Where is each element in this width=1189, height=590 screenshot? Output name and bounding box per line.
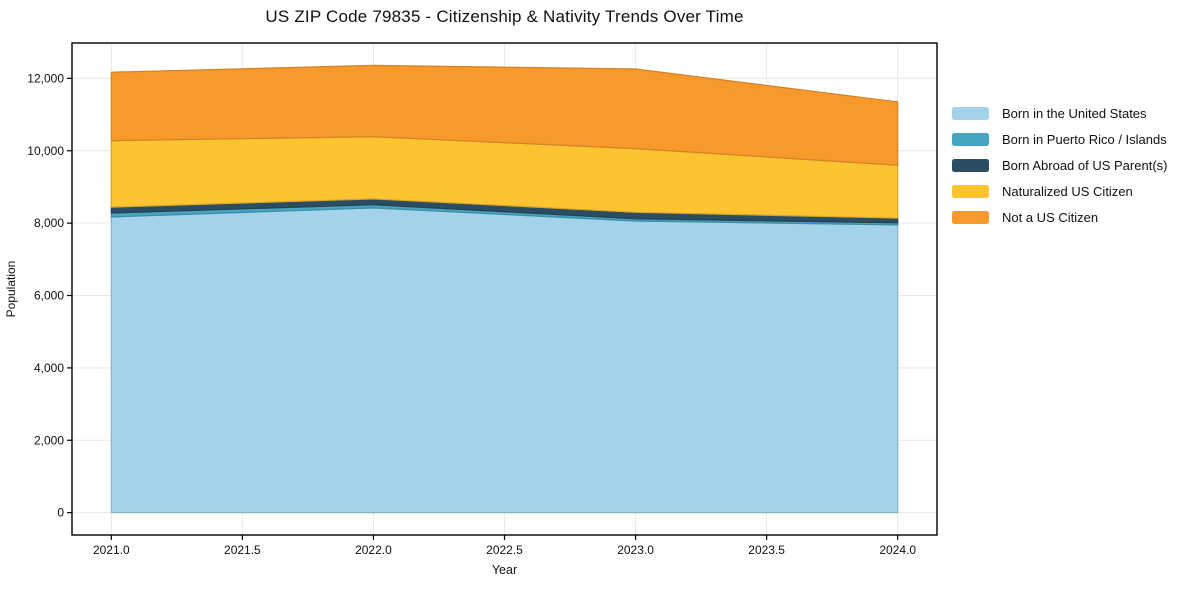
legend-label: Born Abroad of US Parent(s)	[1002, 157, 1168, 173]
legend-swatch	[952, 158, 989, 172]
x-tick-label: 2022.0	[355, 543, 392, 557]
y-tick-label: 4,000	[34, 361, 64, 375]
y-tick-label: 0	[57, 506, 64, 520]
x-tick-label: 2023.0	[617, 543, 654, 557]
x-tick-label: 2021.0	[93, 543, 130, 557]
legend-label: Not a US Citizen	[1002, 209, 1099, 225]
legend-swatch	[952, 106, 989, 120]
legend-item-naturalized-us-citizen: Naturalized US Citizen	[952, 183, 1167, 199]
legend-label: Born in the United States	[1002, 105, 1147, 121]
legend-label: Naturalized US Citizen	[1002, 183, 1133, 199]
chart-legend: Born in the United States Born in Puerto …	[952, 106, 1167, 236]
legend-label: Born in Puerto Rico / Islands	[1002, 131, 1167, 147]
y-axis-label: Population	[4, 261, 18, 318]
y-tick-label: 10,000	[27, 144, 64, 158]
y-tick-label: 2,000	[34, 433, 64, 447]
legend-swatch	[952, 210, 989, 224]
x-axis-label: Year	[492, 563, 517, 577]
area-born-in-the-united-states	[110, 207, 899, 514]
legend-item-born-in-puerto-rico-islands: Born in Puerto Rico / Islands	[952, 131, 1167, 147]
legend-item-born-in-the-united-states: Born in the United States	[952, 105, 1167, 121]
chart-title: US ZIP Code 79835 - Citizenship & Nativi…	[265, 7, 744, 26]
x-tick-label: 2023.5	[748, 543, 785, 557]
area-not-a-us-citizen	[110, 64, 899, 166]
legend-item-not-a-us-citizen: Not a US Citizen	[952, 209, 1167, 225]
legend-item-born-abroad-of-us-parent-s: Born Abroad of US Parent(s)	[952, 157, 1168, 173]
y-tick-label: 6,000	[34, 289, 64, 303]
y-tick-label: 12,000	[27, 71, 64, 85]
legend-swatch	[952, 132, 989, 146]
x-tick-label: 2022.5	[486, 543, 523, 557]
legend-swatch	[952, 184, 989, 198]
x-tick-label: 2021.5	[224, 543, 261, 557]
y-tick-label: 8,000	[34, 216, 64, 230]
x-tick-label: 2024.0	[879, 543, 916, 557]
